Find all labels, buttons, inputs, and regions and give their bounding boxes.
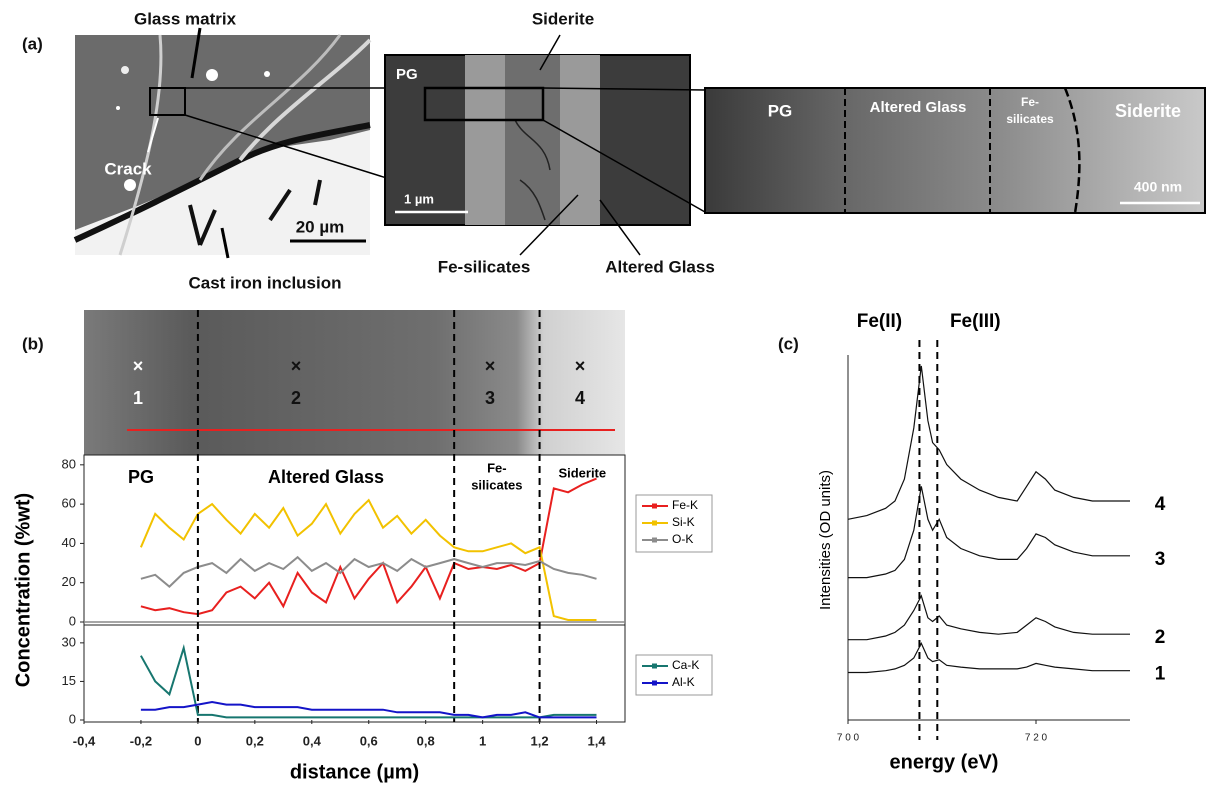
- legend-marker: [652, 680, 657, 686]
- point-marker: ×: [133, 356, 144, 376]
- image-label: Fe-silicates: [438, 257, 531, 276]
- data-line: [848, 594, 1130, 641]
- series-label: 3: [1155, 549, 1166, 570]
- x-tick-label: 0,4: [303, 733, 322, 748]
- image-label: Siderite: [1115, 101, 1181, 121]
- point-marker: ×: [575, 356, 586, 376]
- zone-label: PG: [128, 467, 154, 487]
- series-label: 2: [1155, 627, 1166, 648]
- image-label: Fe-: [1021, 95, 1039, 109]
- data-line: [140, 644, 597, 719]
- legend-label: O-K: [672, 532, 693, 546]
- legend-label: Ca-K: [672, 658, 699, 672]
- data-line: [848, 486, 1130, 579]
- legend-label: Al-K: [672, 675, 695, 689]
- peak-label: Fe(II): [857, 311, 902, 332]
- y-tick-label: 30: [62, 634, 76, 649]
- panel-label: (c): [778, 334, 799, 353]
- image-label: Crack: [104, 159, 152, 178]
- point-label: 2: [291, 388, 301, 408]
- series-label: 4: [1155, 494, 1166, 515]
- scale-bar: 400 nm: [1134, 179, 1182, 195]
- legend-marker: [652, 663, 657, 669]
- scale-bar: 1 µm: [404, 191, 434, 206]
- point-label: 3: [485, 388, 495, 408]
- data-line: [140, 700, 597, 719]
- data-line: [139, 498, 597, 621]
- y-tick-label: 20: [62, 574, 76, 589]
- image-label: PG: [768, 101, 793, 120]
- y-tick-label: 0: [69, 711, 76, 726]
- x-tick-label: 7 2 0: [1025, 733, 1048, 744]
- x-tick-label: 1: [479, 733, 486, 748]
- legend-label: Si-K: [672, 515, 695, 529]
- point-label: 1: [133, 388, 143, 408]
- point-marker: ×: [291, 356, 302, 376]
- legend-box: [635, 654, 713, 696]
- data-line: [140, 477, 597, 616]
- y-axis-label: Concentration (%wt): [12, 493, 34, 687]
- image-label: Cast iron inclusion: [188, 273, 341, 292]
- x-tick-label: 0,8: [417, 733, 435, 748]
- legend-label: Fe-K: [672, 498, 698, 512]
- data-line: [848, 642, 1130, 674]
- image-label: silicates: [1006, 112, 1054, 126]
- x-tick-label: 0: [194, 733, 201, 748]
- y-tick-label: 40: [62, 535, 76, 550]
- x-tick-label: -0,2: [130, 733, 152, 748]
- data-line: [847, 365, 1130, 520]
- data-line: [140, 555, 597, 588]
- legend-box: [635, 494, 713, 553]
- line-scan-image: [84, 310, 625, 455]
- x-tick-label: 1,4: [587, 733, 606, 748]
- x-axis-label: energy (eV): [890, 751, 999, 773]
- image-label: Glass matrix: [134, 9, 237, 28]
- image-label: Siderite: [532, 9, 594, 28]
- x-tick-label: 7 0 0: [837, 733, 860, 744]
- y-tick-label: 80: [62, 456, 76, 471]
- y-axis-label: Intensities (OD units): [817, 470, 834, 610]
- tem-image: [384, 34, 691, 256]
- zone-label: silicates: [471, 477, 522, 492]
- x-tick-label: 0,2: [246, 733, 264, 748]
- image-label: PG: [396, 66, 418, 83]
- point-label: 4: [575, 388, 585, 408]
- panel-label: (b): [22, 334, 44, 353]
- zone-label: Siderite: [558, 465, 606, 480]
- point-marker: ×: [485, 356, 496, 376]
- scale-bar: 20 µm: [296, 217, 345, 236]
- zoom-image: [704, 87, 1206, 214]
- x-tick-label: -0,4: [73, 733, 96, 748]
- peak-label: Fe(III): [950, 311, 1001, 332]
- y-tick-label: 15: [62, 673, 76, 688]
- x-tick-label: 1,2: [531, 733, 549, 748]
- image-label: Altered Glass: [605, 257, 715, 276]
- legend-marker: [652, 537, 657, 543]
- x-axis-label: distance (µm): [290, 761, 419, 783]
- image-label: Altered Glass: [870, 99, 967, 116]
- x-tick-label: 0,6: [360, 733, 378, 748]
- y-tick-label: 0: [69, 613, 76, 628]
- series-label: 1: [1155, 664, 1166, 685]
- legend-marker: [652, 503, 657, 509]
- zone-label: Fe-: [487, 460, 507, 475]
- panel-label: (a): [22, 34, 43, 53]
- legend-marker: [652, 520, 657, 526]
- zone-label: Altered Glass: [268, 467, 384, 487]
- overview-image: [73, 27, 372, 259]
- y-tick-label: 60: [62, 496, 76, 511]
